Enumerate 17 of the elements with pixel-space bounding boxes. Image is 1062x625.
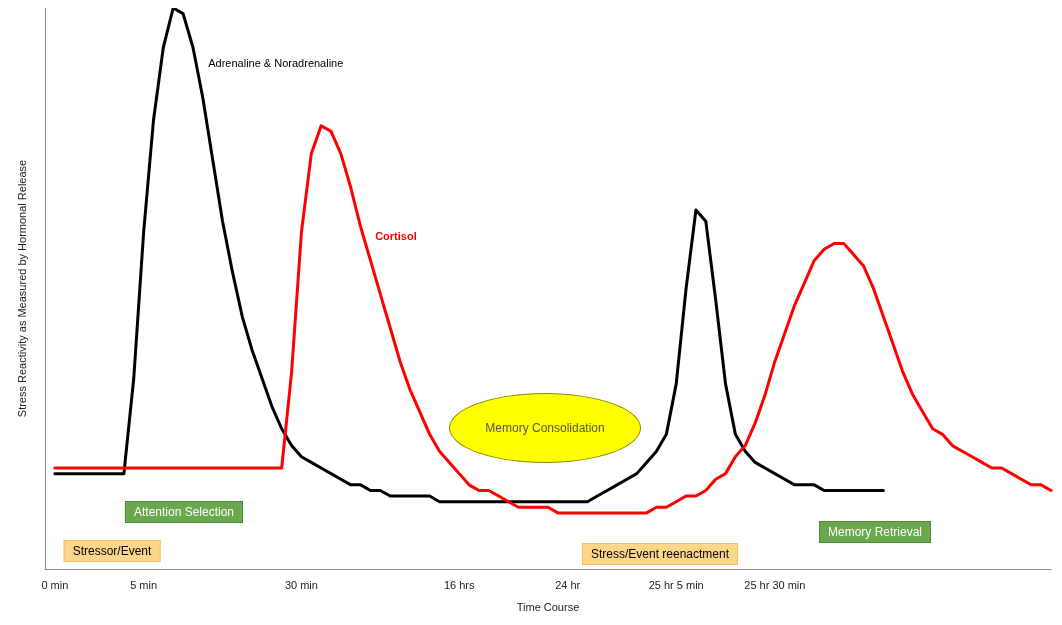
y-axis-title: Stress Reactivity as Measured by Hormonal Release [15, 159, 28, 418]
annotation: Memory Retrieval [827, 525, 923, 539]
x-tick-label: 25 hr 5 min [648, 578, 704, 591]
annotation: Stressor/Event [72, 544, 152, 558]
x-axis-title: Time Course [516, 600, 580, 613]
x-tick-label: 25 hr 30 min [744, 578, 806, 591]
annotation: Attention Selection [133, 505, 235, 519]
series-label: Cortisol [375, 229, 417, 242]
annotation: Memory Consolidation [485, 421, 605, 435]
ellipse-callout: Memory Consolidation [449, 393, 641, 463]
x-tick-label: 16 hrs [443, 578, 476, 591]
series-label: Adrenaline & Noradrenaline [208, 57, 344, 69]
x-tick-label: 30 min [284, 578, 318, 591]
x-tick-label: 0 min [41, 578, 69, 591]
annotation: Stress/Event reenactment [590, 547, 730, 561]
x-tick-label: 5 min [130, 578, 158, 591]
x-tick-label: 24 hr [555, 578, 581, 591]
